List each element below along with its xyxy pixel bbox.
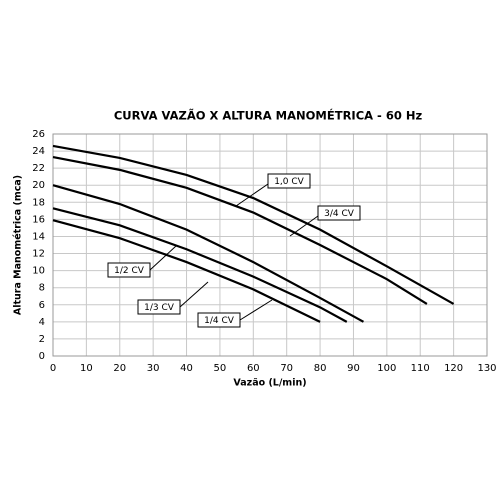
- curve: [52, 155, 428, 305]
- x-tick-label: 110: [411, 363, 430, 374]
- series-label: 1/3 CV: [144, 303, 175, 313]
- label-box: [107, 262, 151, 278]
- curve: [52, 207, 348, 323]
- x-tick-label: 0: [50, 363, 56, 374]
- x-tick-label: 50: [214, 363, 227, 374]
- plot-frame: [52, 133, 488, 357]
- series-label: 1/2 CV: [114, 266, 145, 276]
- y-tick-label: 16: [32, 214, 45, 225]
- y-tick-label: 14: [32, 231, 45, 242]
- x-tick-label: 100: [377, 363, 396, 374]
- leader-line: [235, 183, 269, 207]
- leader-line: [179, 281, 209, 308]
- x-tick-label: 130: [477, 363, 496, 374]
- series-label: 1,0 CV: [274, 177, 304, 187]
- y-tick-label: 8: [39, 283, 45, 294]
- label-box: [137, 299, 181, 315]
- y-tick-label: 20: [32, 180, 45, 191]
- y-tick-label: 4: [39, 317, 45, 328]
- label-box: [317, 205, 361, 221]
- x-tick-label: 90: [347, 363, 360, 374]
- y-tick-label: 10: [32, 266, 45, 277]
- x-tick-label: 80: [314, 363, 327, 374]
- y-tick-label: 6: [39, 300, 45, 311]
- y-tick-label: 12: [32, 249, 45, 260]
- y-tick-label: 22: [32, 163, 45, 174]
- y-tick-label: 2: [39, 334, 45, 345]
- leader-line: [149, 245, 177, 271]
- x-axis-label: Vazão (L/min): [233, 378, 306, 389]
- x-tick-label: 60: [247, 363, 260, 374]
- x-tick-label: 10: [80, 363, 93, 374]
- y-tick-label: 26: [32, 129, 45, 140]
- curve: [52, 219, 321, 323]
- label-box: [267, 173, 311, 189]
- series-label: 3/4 CV: [324, 209, 355, 219]
- curve: [52, 144, 455, 305]
- series-label: 1/4 CV: [204, 316, 235, 326]
- x-tick-label: 20: [113, 363, 126, 374]
- y-tick-label: 18: [32, 197, 45, 208]
- curve: [52, 184, 365, 323]
- leader-line: [289, 215, 319, 237]
- x-tick-label: 30: [147, 363, 160, 374]
- x-tick-label: 120: [444, 363, 463, 374]
- y-tick-label: 24: [32, 146, 45, 157]
- leader-line: [239, 299, 273, 321]
- label-box: [197, 312, 241, 328]
- x-tick-label: 40: [180, 363, 193, 374]
- chart-title: CURVA VAZÃO X ALTURA MANOMÉTRICA - 60 Hz: [114, 108, 423, 123]
- y-tick-label: 0: [39, 351, 45, 362]
- y-axis-label: Altura Manométrica (mca): [13, 175, 24, 315]
- x-tick-label: 70: [280, 363, 293, 374]
